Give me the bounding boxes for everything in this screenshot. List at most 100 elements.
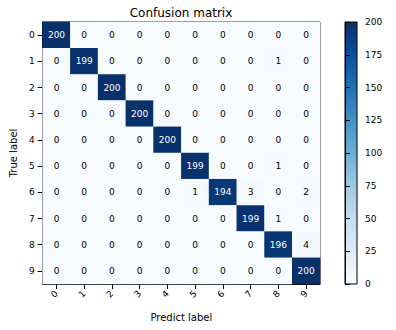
svg-text:1: 1 — [77, 288, 88, 299]
svg-text:0: 0 — [109, 56, 115, 66]
svg-text:0: 0 — [54, 214, 60, 224]
svg-text:200: 200 — [103, 83, 120, 93]
svg-text:0: 0 — [109, 109, 115, 119]
svg-text:2: 2 — [303, 187, 309, 197]
svg-text:0: 0 — [220, 240, 226, 250]
svg-text:0: 0 — [81, 109, 87, 119]
svg-text:0: 0 — [192, 214, 198, 224]
svg-text:0: 0 — [81, 214, 87, 224]
svg-text:200: 200 — [131, 109, 148, 119]
svg-text:1: 1 — [192, 187, 198, 197]
svg-text:0: 0 — [165, 266, 171, 276]
svg-text:8: 8 — [271, 288, 282, 299]
svg-text:0: 0 — [248, 135, 254, 145]
svg-text:0: 0 — [365, 279, 371, 289]
svg-text:50: 50 — [365, 214, 377, 224]
svg-text:2: 2 — [104, 288, 115, 299]
svg-text:0: 0 — [109, 266, 115, 276]
svg-text:0: 0 — [220, 30, 226, 40]
svg-text:0: 0 — [220, 135, 226, 145]
svg-text:200: 200 — [365, 17, 382, 27]
svg-text:0: 0 — [192, 135, 198, 145]
svg-text:0: 0 — [109, 161, 115, 171]
svg-text:0: 0 — [81, 240, 87, 250]
svg-text:199: 199 — [76, 56, 93, 66]
svg-text:200: 200 — [48, 30, 65, 40]
svg-text:0: 0 — [54, 266, 60, 276]
svg-text:0: 0 — [303, 83, 309, 93]
svg-text:0: 0 — [248, 240, 254, 250]
svg-text:0: 0 — [137, 83, 143, 93]
svg-text:0: 0 — [81, 135, 87, 145]
svg-text:200: 200 — [298, 266, 315, 276]
svg-text:196: 196 — [270, 240, 287, 250]
svg-text:125: 125 — [365, 115, 382, 125]
svg-text:0: 0 — [109, 30, 115, 40]
svg-text:0: 0 — [54, 187, 60, 197]
svg-text:4: 4 — [160, 288, 171, 299]
svg-text:0: 0 — [109, 187, 115, 197]
svg-text:0: 0 — [192, 240, 198, 250]
svg-text:0: 0 — [54, 83, 60, 93]
svg-text:0: 0 — [192, 266, 198, 276]
svg-text:1: 1 — [276, 161, 282, 171]
svg-text:5: 5 — [188, 288, 199, 299]
svg-text:0: 0 — [81, 30, 87, 40]
svg-text:4: 4 — [29, 135, 35, 145]
svg-text:0: 0 — [192, 56, 198, 66]
svg-text:0: 0 — [220, 266, 226, 276]
svg-text:0: 0 — [137, 266, 143, 276]
svg-text:199: 199 — [242, 214, 259, 224]
svg-text:0: 0 — [81, 187, 87, 197]
svg-text:0: 0 — [248, 56, 254, 66]
svg-text:0: 0 — [303, 135, 309, 145]
svg-text:0: 0 — [248, 266, 254, 276]
svg-text:0: 0 — [109, 135, 115, 145]
svg-text:0: 0 — [137, 30, 143, 40]
svg-text:0: 0 — [165, 240, 171, 250]
svg-text:0: 0 — [220, 83, 226, 93]
svg-text:0: 0 — [137, 187, 143, 197]
svg-text:0: 0 — [137, 214, 143, 224]
svg-text:7: 7 — [29, 214, 35, 224]
svg-text:0: 0 — [54, 161, 60, 171]
svg-text:1: 1 — [276, 56, 282, 66]
svg-text:0: 0 — [54, 240, 60, 250]
svg-text:75: 75 — [365, 181, 376, 191]
svg-text:0: 0 — [276, 187, 282, 197]
svg-text:0: 0 — [165, 30, 171, 40]
svg-text:0: 0 — [220, 161, 226, 171]
svg-text:0: 0 — [220, 109, 226, 119]
svg-text:150: 150 — [365, 83, 382, 93]
svg-text:100: 100 — [365, 148, 382, 158]
svg-text:4: 4 — [303, 240, 309, 250]
svg-text:3: 3 — [248, 187, 254, 197]
svg-text:0: 0 — [29, 30, 35, 40]
svg-text:7: 7 — [243, 288, 254, 299]
svg-text:0: 0 — [137, 240, 143, 250]
svg-text:8: 8 — [29, 240, 35, 250]
svg-text:1: 1 — [276, 214, 282, 224]
svg-text:0: 0 — [165, 83, 171, 93]
svg-text:0: 0 — [165, 109, 171, 119]
svg-text:0: 0 — [137, 135, 143, 145]
svg-text:True label: True label — [8, 129, 19, 179]
svg-text:0: 0 — [248, 30, 254, 40]
svg-text:0: 0 — [220, 214, 226, 224]
svg-text:0: 0 — [81, 161, 87, 171]
svg-text:9: 9 — [299, 288, 310, 299]
svg-text:200: 200 — [159, 135, 176, 145]
svg-text:0: 0 — [165, 161, 171, 171]
svg-text:0: 0 — [192, 109, 198, 119]
svg-text:0: 0 — [165, 214, 171, 224]
svg-text:0: 0 — [165, 187, 171, 197]
svg-text:6: 6 — [29, 187, 35, 197]
svg-text:0: 0 — [54, 135, 60, 145]
svg-text:Confusion matrix: Confusion matrix — [130, 6, 233, 20]
svg-text:0: 0 — [303, 109, 309, 119]
svg-text:5: 5 — [29, 161, 35, 171]
svg-text:199: 199 — [187, 161, 204, 171]
svg-text:1: 1 — [29, 56, 35, 66]
svg-text:0: 0 — [276, 83, 282, 93]
svg-text:194: 194 — [214, 187, 231, 197]
